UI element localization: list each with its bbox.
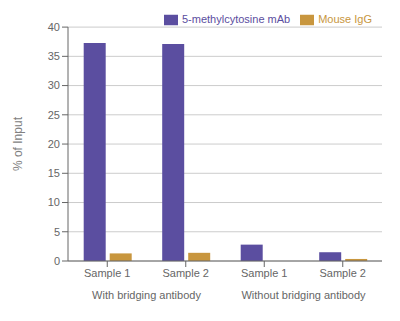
svg-text:20: 20	[48, 138, 60, 150]
svg-text:Without bridging antibody: Without bridging antibody	[241, 289, 366, 301]
svg-text:Sample 1: Sample 1	[241, 267, 287, 279]
svg-text:30: 30	[48, 79, 60, 91]
svg-text:0: 0	[54, 255, 60, 267]
svg-text:Sample 1: Sample 1	[84, 267, 130, 279]
svg-text:With bridging antibody: With bridging antibody	[92, 289, 201, 301]
svg-text:5: 5	[54, 226, 60, 238]
html-text:5-methylcytosine mAb: 5-methylcytosine mAb	[182, 13, 291, 25]
svg-text:35: 35	[48, 50, 60, 62]
svg-text:15: 15	[48, 167, 60, 179]
svg-text:Sample 2: Sample 2	[320, 267, 366, 279]
svg-text:Sample 2: Sample 2	[163, 267, 209, 279]
svg-text:10: 10	[48, 196, 60, 208]
svg-text:25: 25	[48, 109, 60, 121]
svg-text:40: 40	[48, 21, 60, 33]
svg-text:% of Input: % of Input	[11, 116, 25, 171]
html-text:Mouse IgG: Mouse IgG	[318, 13, 372, 25]
